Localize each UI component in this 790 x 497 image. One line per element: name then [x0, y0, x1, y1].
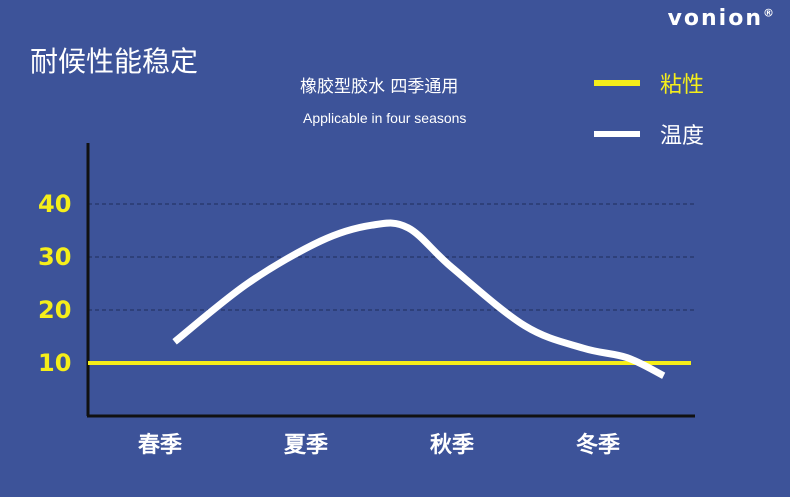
y-tick-label-10: 10: [38, 349, 71, 377]
y-tick-label-20: 20: [38, 296, 71, 324]
legend-item-temperature: 温度: [594, 119, 704, 149]
legend-label-temperature: 温度: [660, 124, 705, 149]
x-tick-label-4: 冬季: [576, 432, 620, 458]
y-tick-label-30: 30: [38, 243, 71, 271]
brand-name: vonion: [667, 6, 763, 31]
series-line-temperature: [172, 219, 666, 379]
legend-item-viscosity: 粘性: [594, 68, 704, 98]
subtitle-chinese: 橡胶型胶水 四季通用: [300, 77, 459, 97]
y-tick-label-40: 40: [38, 190, 71, 218]
registered-mark: ®: [763, 6, 774, 20]
legend-swatch-viscosity: [594, 80, 640, 86]
legend-swatch-temperature: [594, 131, 640, 137]
subtitle-english: Applicable in four seasons: [303, 110, 467, 126]
x-tick-label-1: 春季: [138, 433, 182, 458]
page-title: 耐候性能稳定: [30, 45, 199, 78]
brand-logo: vonion®: [668, 6, 774, 31]
x-tick-label-2: 夏季: [284, 433, 328, 458]
x-tick-label-3: 秋季: [430, 433, 474, 458]
legend-label-viscosity: 粘性: [660, 73, 705, 98]
